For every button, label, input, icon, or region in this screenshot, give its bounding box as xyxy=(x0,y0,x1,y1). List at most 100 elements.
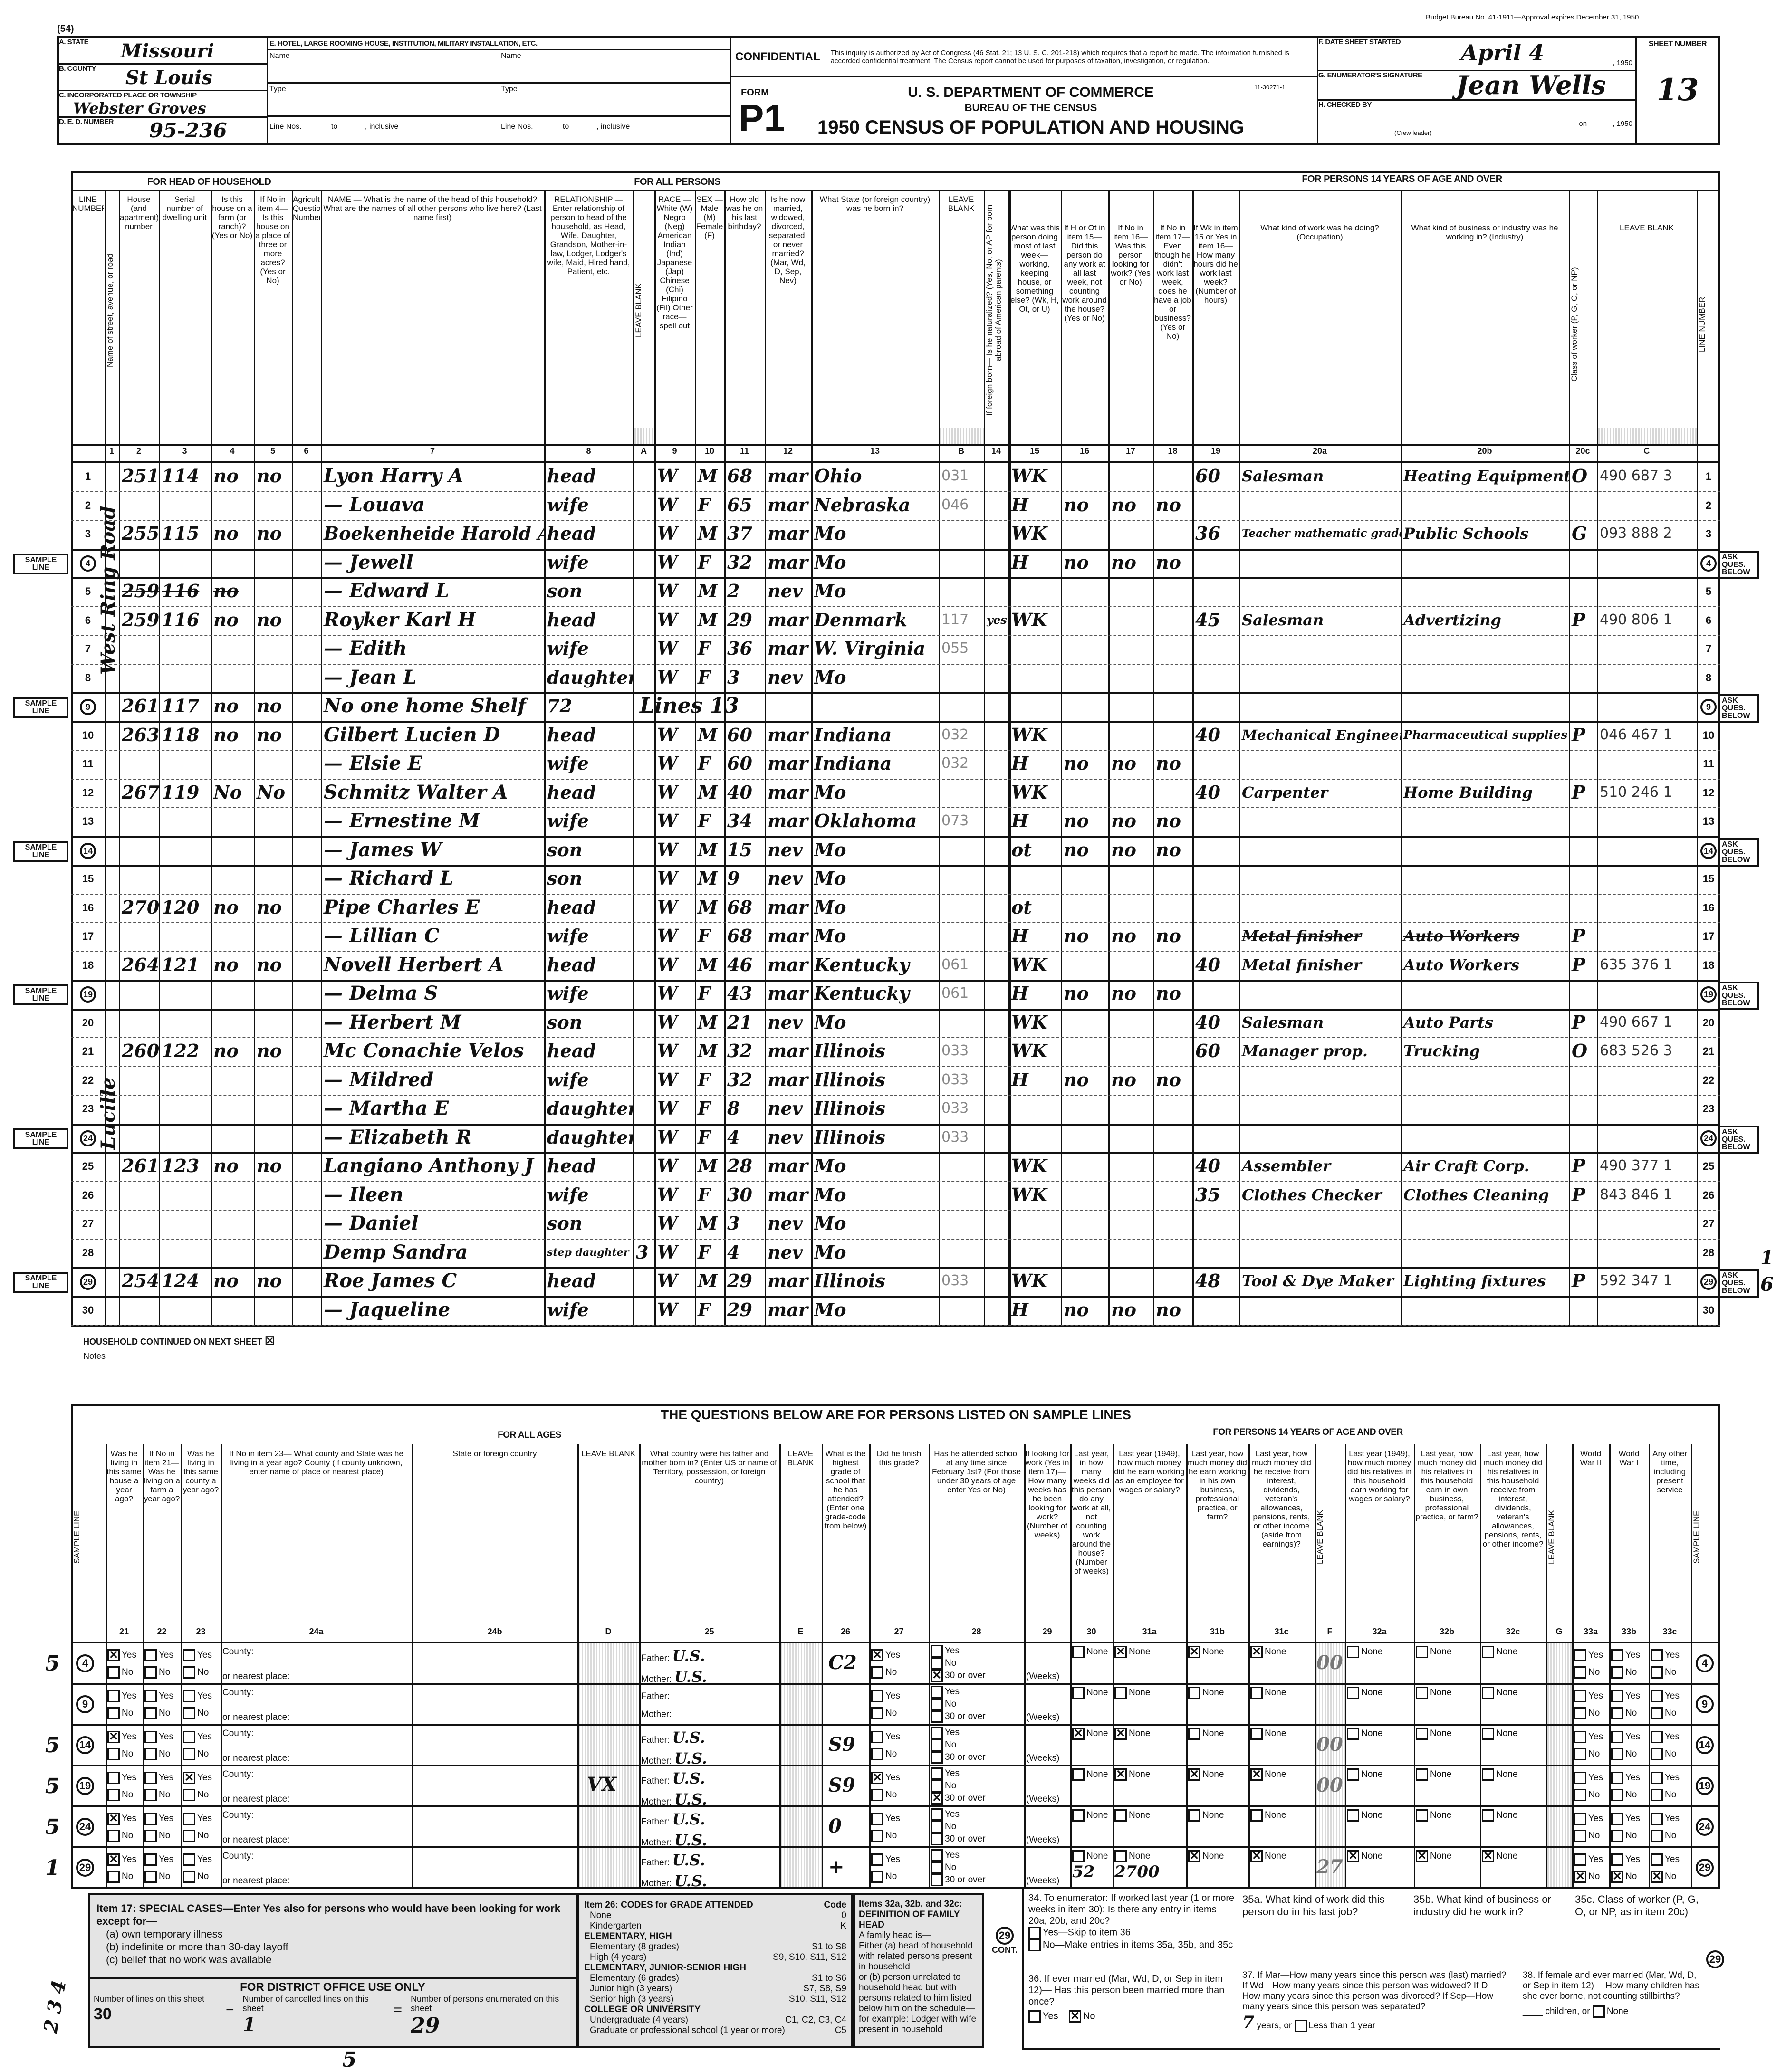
q32a-none-checkbox[interactable] xyxy=(1347,1768,1359,1781)
q31c-none-checkbox[interactable]: ✕ xyxy=(1250,1768,1263,1781)
q28-over30-checkbox[interactable]: ✕ xyxy=(931,1792,943,1805)
q33c-no-checkbox[interactable] xyxy=(1651,1666,1663,1679)
q30-none-checkbox[interactable]: ✕ xyxy=(1072,1728,1085,1740)
q32b-none-checkbox[interactable] xyxy=(1416,1646,1428,1658)
q23-yes-checkbox[interactable] xyxy=(183,1812,195,1825)
q33a-no-checkbox[interactable] xyxy=(1574,1747,1586,1760)
q33a-no-checkbox[interactable] xyxy=(1574,1666,1586,1679)
q36-yes-checkbox[interactable] xyxy=(1028,2010,1041,2023)
q21-no-checkbox[interactable] xyxy=(107,1829,120,1842)
q30-none-checkbox[interactable] xyxy=(1072,1809,1085,1822)
q22-no-checkbox[interactable] xyxy=(144,1870,157,1883)
q23-yes-checkbox[interactable] xyxy=(183,1730,195,1743)
q28-yes-checkbox[interactable] xyxy=(931,1727,943,1739)
q27-yes-checkbox[interactable] xyxy=(871,1812,883,1825)
q33b-no-checkbox[interactable] xyxy=(1611,1829,1623,1842)
q31b-none-checkbox[interactable] xyxy=(1188,1728,1200,1740)
q33b-yes-checkbox[interactable] xyxy=(1611,1690,1623,1702)
q31a-none-checkbox[interactable] xyxy=(1114,1809,1127,1822)
q28-no-checkbox[interactable] xyxy=(931,1698,943,1711)
q23-no-checkbox[interactable] xyxy=(183,1870,195,1883)
q23-no-checkbox[interactable] xyxy=(183,1829,195,1842)
q32c-none-checkbox[interactable] xyxy=(1482,1646,1494,1658)
q27-no-checkbox[interactable] xyxy=(871,1829,883,1842)
q38-none-checkbox[interactable] xyxy=(1592,2005,1605,2018)
q32b-none-checkbox[interactable] xyxy=(1416,1768,1428,1781)
q32a-none-checkbox[interactable] xyxy=(1347,1728,1359,1740)
q27-no-checkbox[interactable] xyxy=(871,1747,883,1760)
household-continued-checkbox[interactable]: ☒ xyxy=(265,1335,275,1347)
q33c-no-checkbox[interactable]: ✕ xyxy=(1651,1870,1663,1883)
q23-yes-checkbox[interactable] xyxy=(183,1853,195,1866)
q28-yes-checkbox[interactable] xyxy=(931,1767,943,1780)
q33b-yes-checkbox[interactable] xyxy=(1611,1649,1623,1661)
q33c-yes-checkbox[interactable] xyxy=(1651,1853,1663,1866)
q31b-none-checkbox[interactable]: ✕ xyxy=(1188,1850,1200,1862)
q32c-none-checkbox[interactable] xyxy=(1482,1809,1494,1822)
q27-no-checkbox[interactable] xyxy=(871,1870,883,1883)
q33a-yes-checkbox[interactable] xyxy=(1574,1649,1586,1661)
q34-yes-checkbox[interactable] xyxy=(1028,1927,1041,1939)
q21-yes-checkbox[interactable] xyxy=(107,1690,120,1702)
q22-yes-checkbox[interactable] xyxy=(144,1771,157,1784)
q21-no-checkbox[interactable] xyxy=(107,1666,120,1679)
q31c-none-checkbox[interactable] xyxy=(1250,1809,1263,1822)
q23-no-checkbox[interactable] xyxy=(183,1666,195,1679)
q21-no-checkbox[interactable] xyxy=(107,1788,120,1801)
q33c-yes-checkbox[interactable] xyxy=(1651,1649,1663,1661)
q32a-none-checkbox[interactable]: ✕ xyxy=(1347,1850,1359,1862)
q32c-none-checkbox[interactable] xyxy=(1482,1728,1494,1740)
q36-no-checkbox[interactable]: ✕ xyxy=(1068,2010,1081,2023)
q33a-no-checkbox[interactable] xyxy=(1574,1707,1586,1719)
q28-no-checkbox[interactable] xyxy=(931,1657,943,1670)
q23-no-checkbox[interactable] xyxy=(183,1747,195,1760)
q32c-none-checkbox[interactable] xyxy=(1482,1687,1494,1699)
q27-yes-checkbox[interactable] xyxy=(871,1730,883,1743)
q31a-none-checkbox[interactable] xyxy=(1114,1850,1127,1862)
q33b-no-checkbox[interactable] xyxy=(1611,1747,1623,1760)
q32c-none-checkbox[interactable]: ✕ xyxy=(1482,1850,1494,1862)
q22-yes-checkbox[interactable] xyxy=(144,1730,157,1743)
q22-no-checkbox[interactable] xyxy=(144,1747,157,1760)
q33b-yes-checkbox[interactable] xyxy=(1611,1853,1623,1866)
q23-yes-checkbox[interactable] xyxy=(183,1649,195,1661)
q28-no-checkbox[interactable] xyxy=(931,1862,943,1874)
q21-yes-checkbox[interactable] xyxy=(107,1771,120,1784)
q31a-none-checkbox[interactable]: ✕ xyxy=(1114,1646,1127,1658)
q32a-none-checkbox[interactable] xyxy=(1347,1646,1359,1658)
q28-no-checkbox[interactable] xyxy=(931,1739,943,1752)
q33c-no-checkbox[interactable] xyxy=(1651,1829,1663,1842)
q32a-none-checkbox[interactable] xyxy=(1347,1809,1359,1822)
q33b-no-checkbox[interactable]: ✕ xyxy=(1611,1870,1623,1883)
q33a-no-checkbox[interactable] xyxy=(1574,1788,1586,1801)
q28-over30-checkbox[interactable] xyxy=(931,1833,943,1846)
q27-yes-checkbox[interactable] xyxy=(871,1690,883,1702)
q31a-none-checkbox[interactable]: ✕ xyxy=(1114,1728,1127,1740)
q22-yes-checkbox[interactable] xyxy=(144,1690,157,1702)
q32b-none-checkbox[interactable] xyxy=(1416,1687,1428,1699)
q33b-no-checkbox[interactable] xyxy=(1611,1707,1623,1719)
q27-yes-checkbox[interactable]: ✕ xyxy=(871,1649,883,1661)
q22-no-checkbox[interactable] xyxy=(144,1666,157,1679)
q27-no-checkbox[interactable] xyxy=(871,1666,883,1679)
q21-yes-checkbox[interactable]: ✕ xyxy=(107,1730,120,1743)
q33a-no-checkbox[interactable]: ✕ xyxy=(1574,1870,1586,1883)
q21-yes-checkbox[interactable]: ✕ xyxy=(107,1812,120,1825)
q31a-none-checkbox[interactable] xyxy=(1114,1687,1127,1699)
q21-no-checkbox[interactable] xyxy=(107,1707,120,1719)
q28-yes-checkbox[interactable] xyxy=(931,1808,943,1821)
q33c-no-checkbox[interactable] xyxy=(1651,1788,1663,1801)
q31c-none-checkbox[interactable] xyxy=(1250,1687,1263,1699)
q21-yes-checkbox[interactable]: ✕ xyxy=(107,1853,120,1866)
q34-no-checkbox[interactable] xyxy=(1028,1939,1041,1951)
q31b-none-checkbox[interactable] xyxy=(1188,1809,1200,1822)
q31c-none-checkbox[interactable]: ✕ xyxy=(1250,1850,1263,1862)
q33c-yes-checkbox[interactable] xyxy=(1651,1771,1663,1784)
q23-yes-checkbox[interactable]: ✕ xyxy=(183,1771,195,1784)
q30-none-checkbox[interactable] xyxy=(1072,1687,1085,1699)
q27-no-checkbox[interactable] xyxy=(871,1707,883,1719)
q31c-none-checkbox[interactable]: ✕ xyxy=(1250,1646,1263,1658)
q27-yes-checkbox[interactable]: ✕ xyxy=(871,1771,883,1784)
q32b-none-checkbox[interactable]: ✕ xyxy=(1416,1850,1428,1862)
q33a-yes-checkbox[interactable] xyxy=(1574,1690,1586,1702)
